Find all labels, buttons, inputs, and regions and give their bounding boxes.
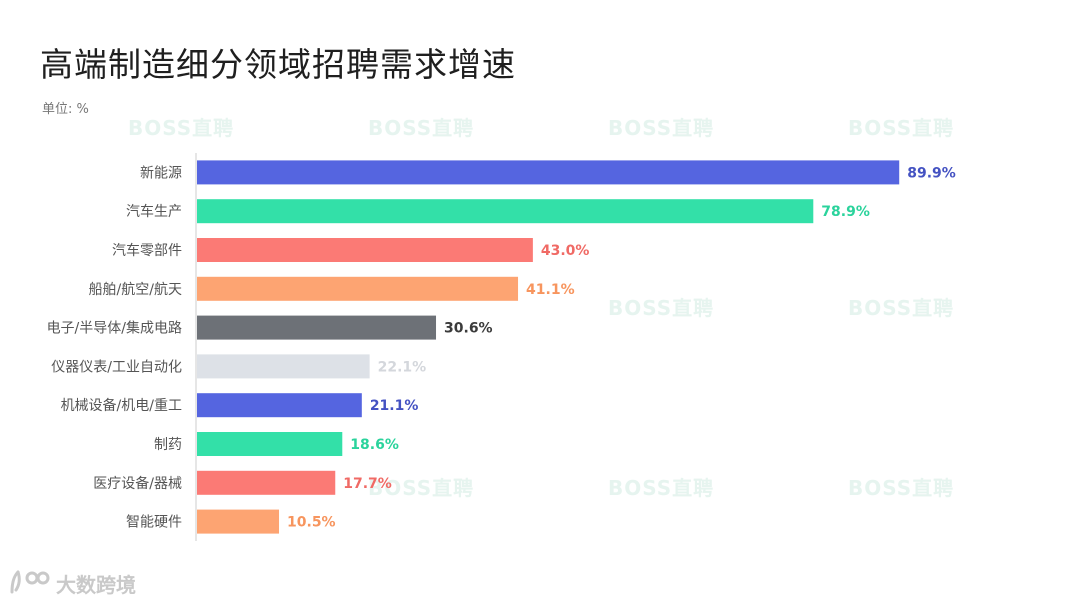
- value-label: 78.9%: [821, 204, 870, 220]
- category-label: 汽车零部件: [112, 242, 182, 259]
- unit-label: 单位: %: [42, 102, 89, 117]
- watermark: BOSS直聘: [848, 296, 955, 320]
- value-label: 43.0%: [541, 243, 590, 259]
- category-label: 汽车生产: [126, 203, 182, 220]
- category-label: 医疗设备/器械: [93, 475, 182, 492]
- bar: [197, 354, 370, 379]
- category-label: 仪器仪表/工业自动化: [51, 359, 182, 375]
- watermark: BOSS直聘: [608, 116, 715, 140]
- value-label: 17.7%: [343, 476, 392, 492]
- bar: [197, 238, 533, 262]
- category-label: 制药: [154, 437, 182, 453]
- bar: [197, 160, 900, 185]
- category-label: 船舶/航空/航天: [89, 282, 182, 298]
- category-label: 智能硬件: [126, 515, 182, 531]
- bar: [197, 509, 280, 534]
- chart-title: 高端制造细分领域招聘需求增速: [40, 45, 516, 84]
- category-label: 新能源: [140, 165, 182, 181]
- bar: [197, 393, 362, 418]
- value-label: 22.1%: [378, 359, 427, 375]
- bar: [197, 432, 343, 456]
- value-label: 18.6%: [350, 437, 399, 453]
- value-label: 30.6%: [444, 321, 493, 337]
- brand-logo-icon: [10, 570, 50, 594]
- brand-logo: 大数跨境: [8, 568, 136, 598]
- watermark: BOSS直聘: [608, 296, 715, 320]
- bar: [197, 199, 814, 224]
- value-label: 41.1%: [526, 282, 575, 298]
- value-label: 10.5%: [287, 515, 336, 531]
- category-label: 机械设备/机电/重工: [61, 397, 182, 414]
- value-label: 21.1%: [370, 398, 419, 414]
- brand-logo-text: 大数跨境: [56, 572, 136, 597]
- category-label: 电子/半导体/集成电路: [47, 320, 182, 337]
- watermark: BOSS直聘: [128, 116, 235, 140]
- watermark: BOSS直聘: [848, 116, 955, 140]
- watermark: BOSS直聘: [848, 476, 955, 500]
- watermark: BOSS直聘: [368, 116, 475, 140]
- bar: [197, 470, 336, 495]
- value-label: 89.9%: [907, 165, 956, 181]
- bar: [197, 315, 437, 340]
- watermark: BOSS直聘: [608, 476, 715, 500]
- watermark: BOSS直聘: [368, 476, 475, 500]
- bar: [197, 276, 519, 301]
